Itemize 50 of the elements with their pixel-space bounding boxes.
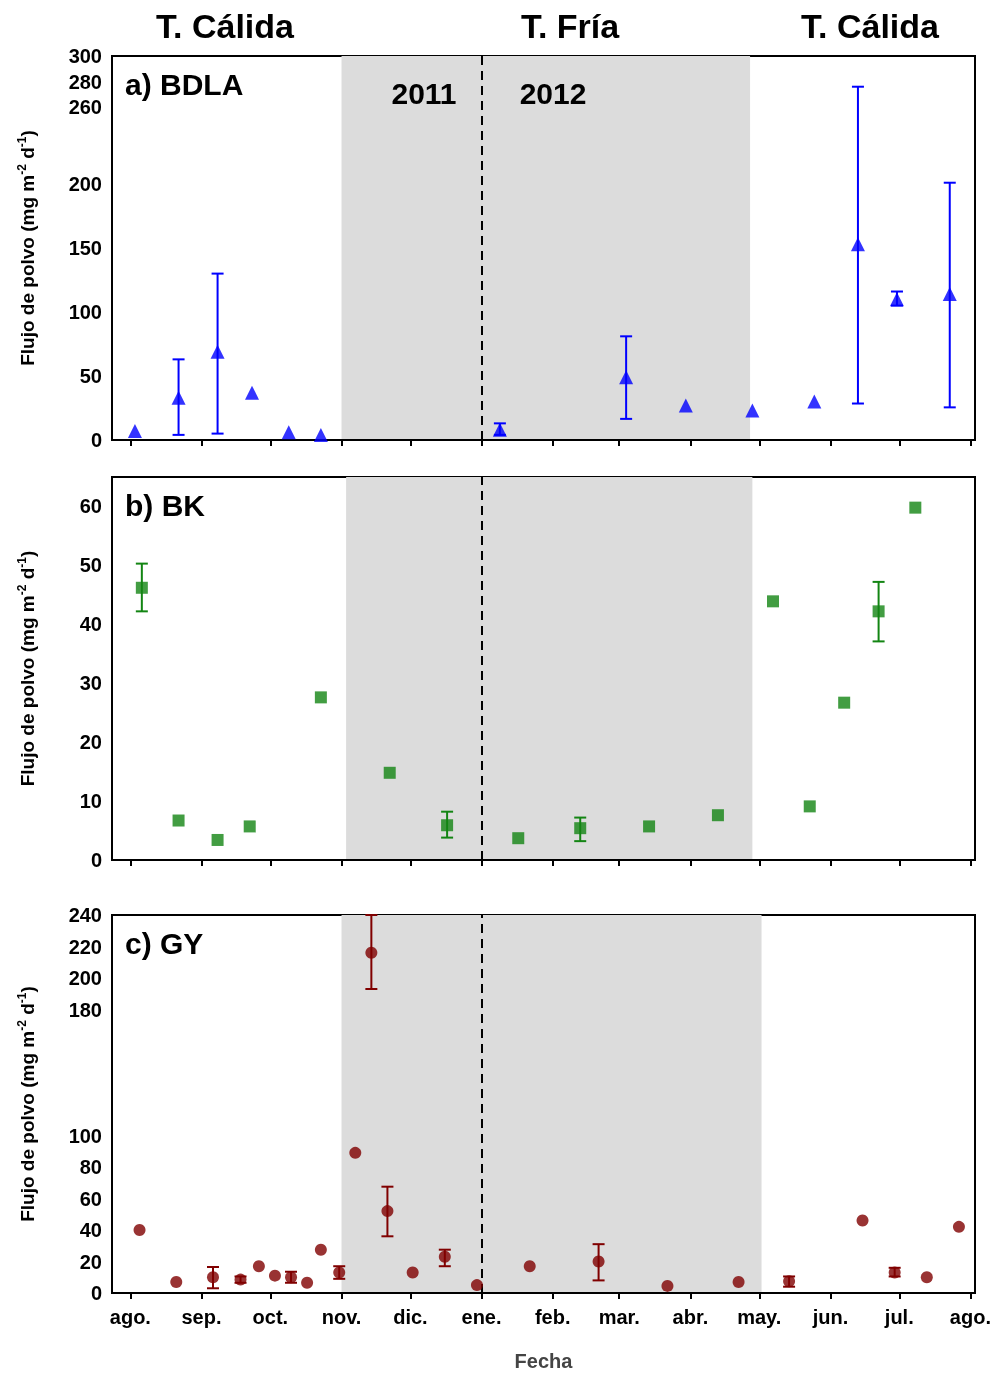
x-tick-label: nov.	[321, 1306, 362, 1328]
y-tick-label: 20	[79, 1250, 102, 1273]
chart-title: a) BDLA	[125, 67, 244, 101]
x-tick-label: jun.	[811, 1306, 849, 1328]
x-tick-label: feb.	[534, 1306, 571, 1328]
text: T. Cálida	[801, 7, 941, 45]
x-tick-label: jul.	[883, 1306, 914, 1328]
y-tick-label: 300	[68, 45, 102, 67]
y-tick-label: 240	[68, 904, 102, 926]
y-tick-label: 200	[68, 967, 102, 989]
chart-title: b) BK	[125, 488, 206, 522]
x-tick-label: sep.	[181, 1306, 222, 1328]
y-tick-label: 40	[79, 1219, 102, 1241]
y-tick-label: 0	[90, 849, 102, 871]
x-tick-label: ene.	[461, 1306, 502, 1328]
y-tick-label: 50	[79, 365, 102, 387]
y-axis-title: Flujo de polvo (mg m-2 d-1)	[15, 130, 38, 366]
y-tick-label: 0	[90, 1282, 102, 1304]
x-axis-title: Fecha	[514, 1350, 574, 1372]
y-tick-label: 20	[79, 731, 102, 754]
y-tick-label: 40	[79, 613, 102, 636]
y-tick-label: 60	[79, 1187, 102, 1210]
y-tick-label: 30	[79, 672, 102, 695]
annotation: 2012	[519, 76, 587, 110]
annotation: 2011	[391, 76, 457, 110]
y-tick-label: 80	[79, 1156, 102, 1178]
y-axis-title: Flujo de polvo (mg m-2 d-1)	[15, 986, 38, 1222]
y-tick-label: 200	[68, 173, 102, 195]
y-tick-label: 60	[79, 495, 102, 518]
x-tick-label: dic.	[393, 1306, 428, 1328]
x-tick-label: oct.	[252, 1306, 289, 1328]
y-tick-label: 220	[68, 935, 102, 958]
y-tick-label: 280	[68, 70, 102, 93]
x-tick-label: ago.	[109, 1306, 151, 1328]
x-tick-label: ago.	[949, 1306, 991, 1328]
x-tick-label: mar.	[598, 1306, 640, 1328]
x-tick-label: abr.	[672, 1306, 709, 1328]
y-tick-label: 0	[90, 429, 102, 451]
y-tick-label: 260	[68, 96, 102, 119]
y-tick-label: 150	[68, 237, 102, 259]
x-tick-label: may.	[737, 1306, 782, 1328]
y-tick-label: 100	[68, 301, 102, 323]
y-axis-title: Flujo de polvo (mg m-2 d-1)	[15, 550, 38, 787]
y-tick-label: 100	[68, 1124, 102, 1147]
y-tick-label: 10	[79, 790, 102, 813]
y-tick-label: 50	[79, 554, 102, 577]
text: T. Cálida	[156, 7, 296, 45]
text: T. Fría	[520, 7, 621, 45]
chart-title: c) GY	[125, 926, 204, 960]
y-tick-label: 180	[68, 998, 102, 1021]
